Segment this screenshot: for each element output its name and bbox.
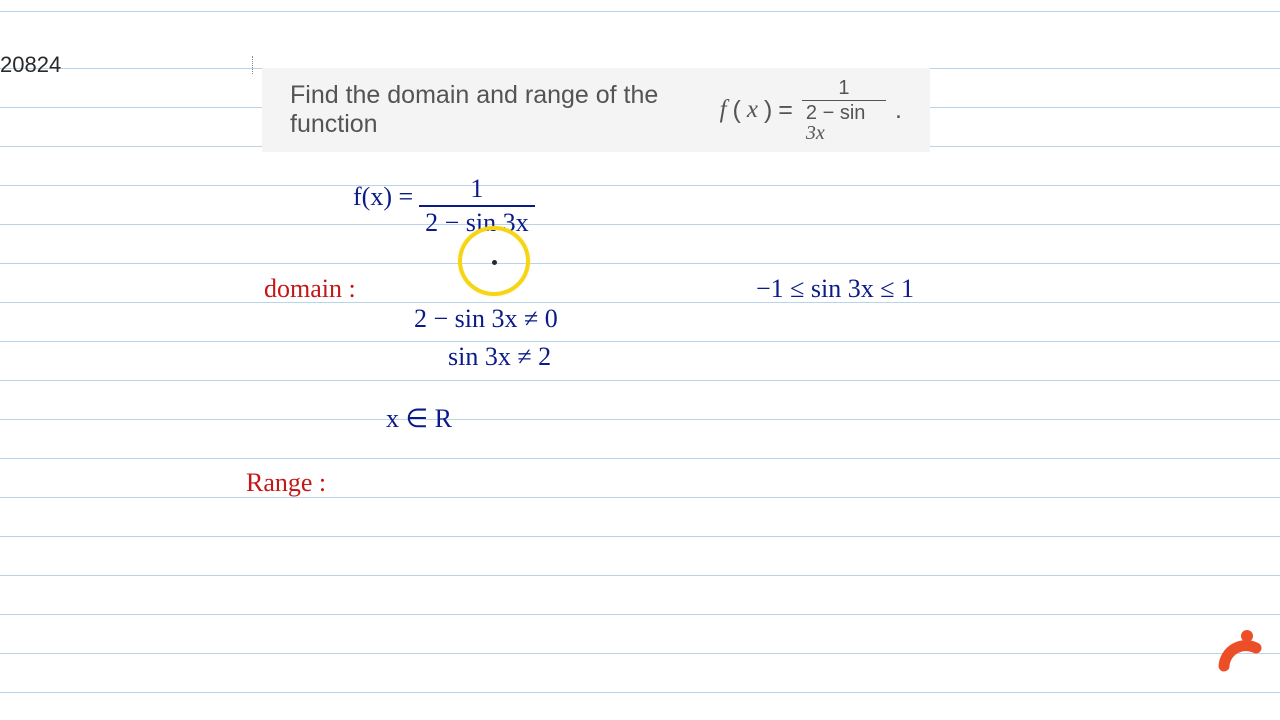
hw-fx-equation: f(x) = 1 2 − sin 3x <box>353 176 535 236</box>
brand-logo-icon <box>1208 618 1262 672</box>
question-frac-den-var: 3x <box>806 122 825 144</box>
hw-domain-label: domain : <box>264 274 356 304</box>
question-text: Find the domain and range of the functio… <box>290 78 902 143</box>
question-frac-den: 2 − sin 3x <box>802 100 886 143</box>
question-frac-den-left: 2 − sin <box>806 102 865 124</box>
question-prefix: Find the domain and range of the functio… <box>290 81 714 139</box>
hw-domain-line1: 2 − sin 3x ≠ 0 <box>414 304 558 334</box>
hw-domain-line2: sin 3x ≠ 2 <box>448 342 551 372</box>
question-suffix: . <box>895 96 902 125</box>
page-number: 20824 <box>0 52 61 78</box>
question-band: Find the domain and range of the functio… <box>262 68 930 152</box>
hw-fx-num: 1 <box>464 176 489 205</box>
hw-fx-lhs: f(x) = <box>353 176 413 212</box>
question-paren-open: ( <box>733 96 741 125</box>
question-paren-close: ) <box>764 96 772 125</box>
hw-domain-result: x ∈ R <box>386 404 452 434</box>
question-eq: = <box>778 96 793 125</box>
hw-fx-fraction: 1 2 − sin 3x <box>419 176 535 236</box>
question-arg: x <box>747 96 758 124</box>
question-fraction: 1 2 − sin 3x <box>802 78 886 143</box>
question-func: f <box>720 96 727 124</box>
hw-range-label: Range : <box>246 468 326 498</box>
pointer-dot <box>492 260 497 265</box>
hw-sine-range: −1 ≤ sin 3x ≤ 1 <box>756 274 914 304</box>
question-frac-num: 1 <box>834 78 853 100</box>
